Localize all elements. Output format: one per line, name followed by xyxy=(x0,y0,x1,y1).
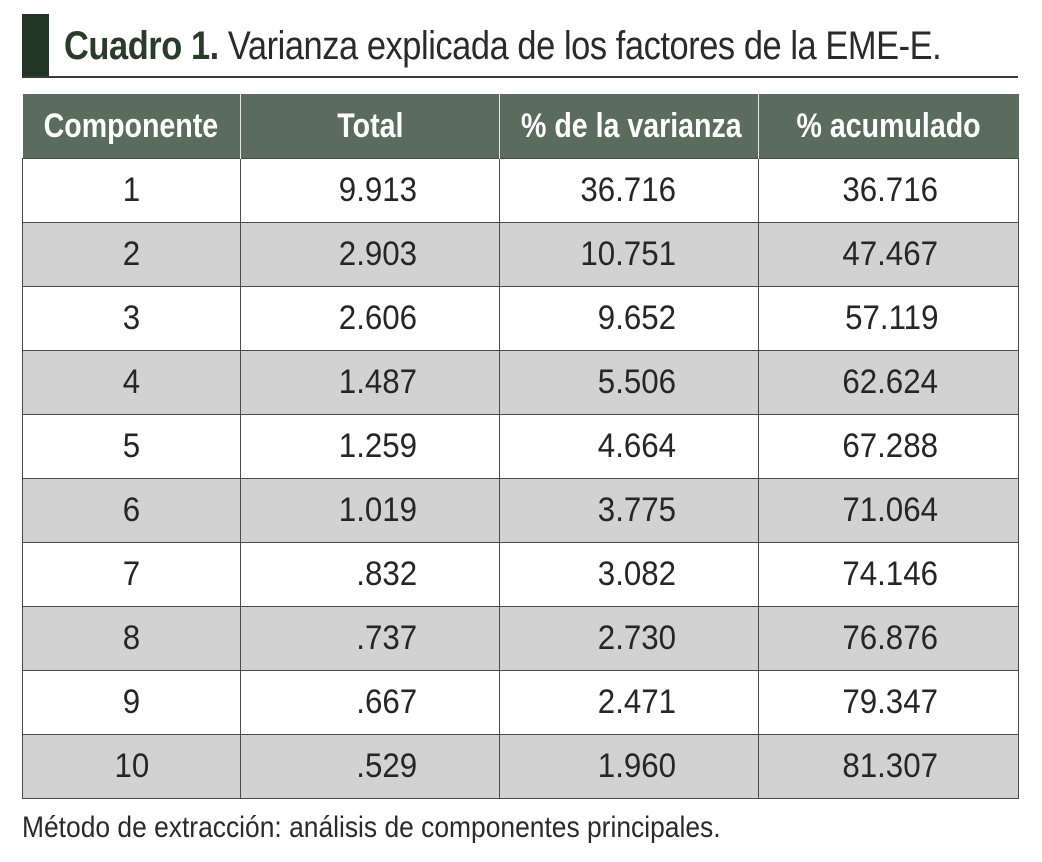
table-row: 10 .529 1.960 81.307 xyxy=(22,734,1019,799)
table-row: 5 1.259 4.664 67.288 xyxy=(22,414,1019,479)
header-componente: Componente xyxy=(22,94,241,159)
table-caption: Cuadro 1. Varianza explicada de los fact… xyxy=(64,16,942,76)
caption-number: Cuadro 1. xyxy=(64,24,219,68)
cell-componente: 7 xyxy=(22,542,241,607)
cell-total: 1.019 xyxy=(240,478,500,543)
cell-pct-acumulado: 74.146 xyxy=(758,542,1019,607)
cell-componente: 2 xyxy=(22,222,241,287)
cell-componente: 8 xyxy=(22,606,241,671)
cell-componente: 3 xyxy=(22,286,241,351)
variance-table: Componente Total % de la varianza % acum… xyxy=(22,94,1019,799)
header-pct-varianza: % de la varianza xyxy=(499,94,759,159)
table-row: 7 .832 3.082 74.146 xyxy=(22,542,1019,607)
table-body: 1 9.913 36.716 36.716 2 2.903 10.751 47.… xyxy=(22,158,1019,799)
cell-total: 2.903 xyxy=(240,222,500,287)
cell-pct-acumulado: 47.467 xyxy=(758,222,1019,287)
cell-componente: 5 xyxy=(22,414,241,479)
table-row: 3 2.606 9.652 57.119 xyxy=(22,286,1019,351)
cell-componente: 1 xyxy=(22,158,241,223)
cell-total: 2.606 xyxy=(240,286,500,351)
cell-componente: 10 xyxy=(22,734,241,799)
caption-rule xyxy=(22,76,1018,78)
table-footnote: Método de extracción: análisis de compon… xyxy=(22,811,721,844)
table-row: 2 2.903 10.751 47.467 xyxy=(22,222,1019,287)
cell-pct-varianza: 2.471 xyxy=(499,670,759,735)
cell-pct-acumulado: 62.624 xyxy=(758,350,1019,415)
cell-pct-acumulado: 67.288 xyxy=(758,414,1019,479)
cell-total: .832 xyxy=(240,542,500,607)
table-row: 9 .667 2.471 79.347 xyxy=(22,670,1019,735)
cell-pct-acumulado: 71.064 xyxy=(758,478,1019,543)
cell-componente: 9 xyxy=(22,670,241,735)
cell-pct-varianza: 9.652 xyxy=(499,286,759,351)
table-row: 6 1.019 3.775 71.064 xyxy=(22,478,1019,543)
table-row: 4 1.487 5.506 62.624 xyxy=(22,350,1019,415)
cell-componente: 4 xyxy=(22,350,241,415)
cell-pct-acumulado: 36.716 xyxy=(758,158,1019,223)
cell-pct-varianza: 5.506 xyxy=(499,350,759,415)
cell-pct-varianza: 36.716 xyxy=(499,158,759,223)
cell-pct-varianza: 3.775 xyxy=(499,478,759,543)
cell-pct-acumulado: 57.119 xyxy=(758,286,1019,351)
header-pct-acumulado: % acumulado xyxy=(758,94,1019,159)
cell-total: .737 xyxy=(240,606,500,671)
cell-pct-varianza: 3.082 xyxy=(499,542,759,607)
header-row: Componente Total % de la varianza % acum… xyxy=(22,94,1019,159)
cell-pct-acumulado: 76.876 xyxy=(758,606,1019,671)
caption-text: Varianza explicada de los factores de la… xyxy=(218,24,942,68)
cell-pct-acumulado: 81.307 xyxy=(758,734,1019,799)
cell-pct-varianza: 1.960 xyxy=(499,734,759,799)
cell-componente: 6 xyxy=(22,478,241,543)
cell-total: 1.487 xyxy=(240,350,500,415)
table-row: 1 9.913 36.716 36.716 xyxy=(22,158,1019,223)
header-total: Total xyxy=(240,94,500,159)
cell-pct-varianza: 10.751 xyxy=(499,222,759,287)
cell-total: 9.913 xyxy=(240,158,500,223)
table-row: 8 .737 2.730 76.876 xyxy=(22,606,1019,671)
cell-pct-varianza: 2.730 xyxy=(499,606,759,671)
cell-total: .529 xyxy=(240,734,500,799)
cell-pct-acumulado: 79.347 xyxy=(758,670,1019,735)
table-header: Componente Total % de la varianza % acum… xyxy=(22,94,1019,159)
cell-total: .667 xyxy=(240,670,500,735)
cell-pct-varianza: 4.664 xyxy=(499,414,759,479)
cell-total: 1.259 xyxy=(240,414,500,479)
title-accent-bar xyxy=(22,14,49,78)
